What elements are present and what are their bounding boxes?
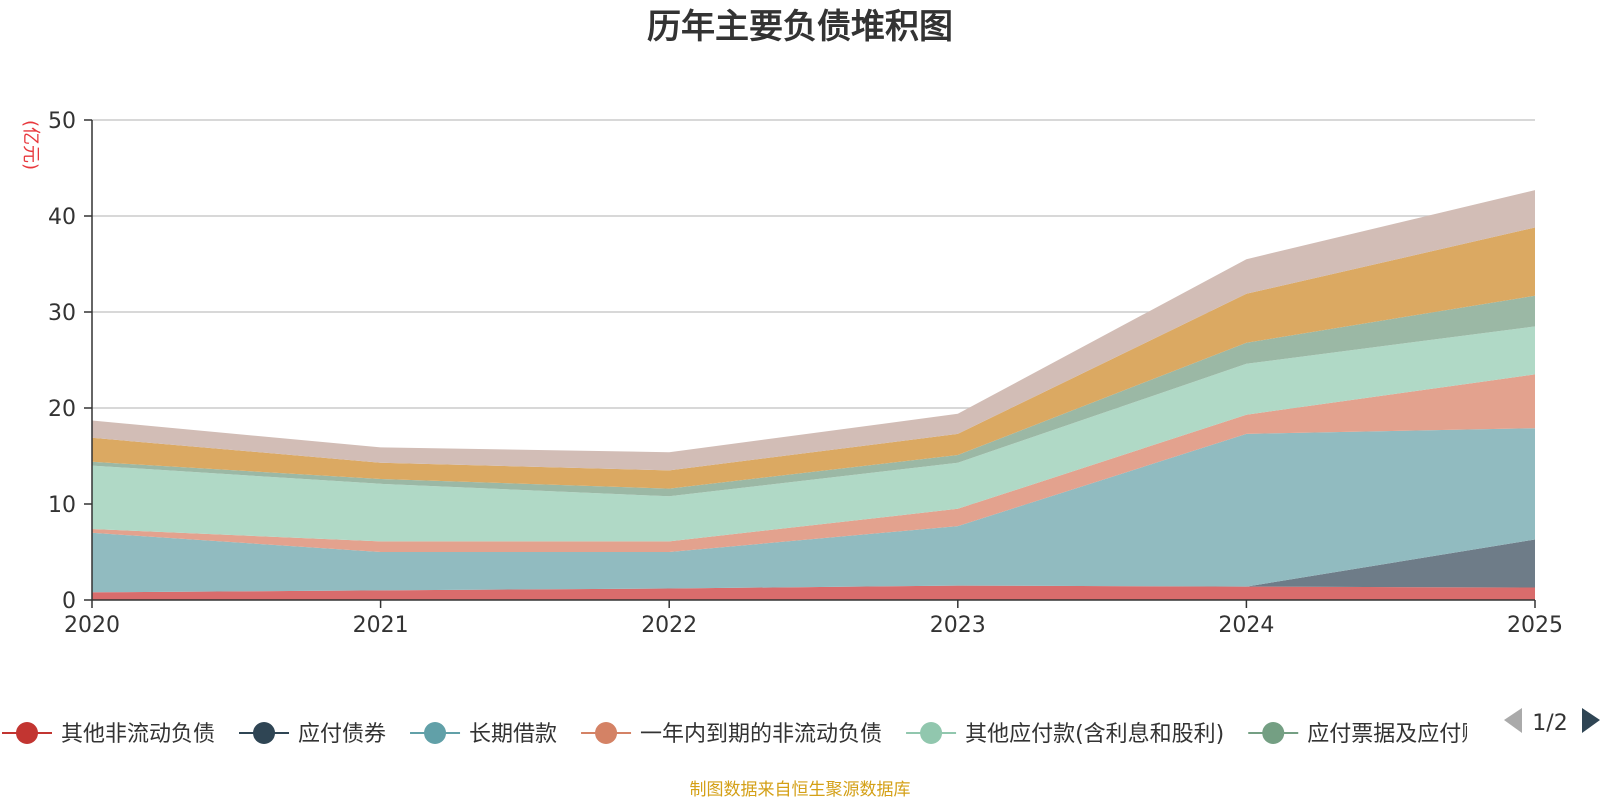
- y-tick-label: 0: [62, 589, 76, 614]
- legend-item[interactable]: 应付债券: [239, 722, 386, 747]
- legend-prev-icon[interactable]: [1504, 708, 1522, 733]
- legend-item[interactable]: 长期借款: [410, 722, 557, 747]
- data-source-note: 制图数据来自恒生聚源数据库: [690, 780, 911, 800]
- area-series: [92, 190, 1535, 471]
- y-tick-label: 40: [48, 205, 76, 230]
- legend-marker: [424, 722, 447, 744]
- area-series: [92, 326, 1535, 542]
- legend-label: 其他非流动负债: [61, 722, 215, 747]
- y-tick-label: 50: [48, 109, 76, 134]
- y-axis-unit-label: (亿元): [20, 120, 41, 170]
- area-series: [92, 428, 1535, 593]
- legend-item[interactable]: 其他非流动负债: [2, 722, 215, 747]
- y-tick-label: 10: [48, 493, 76, 518]
- axes: [91, 120, 1535, 601]
- x-tick-label: 2022: [641, 613, 697, 638]
- legend-label: 其他应付款(含利息和股利): [965, 722, 1224, 747]
- area-series: [92, 539, 1535, 593]
- x-axis-ticks: 2020 2021 2022 2023 2024 2025: [64, 600, 1563, 638]
- legend-item[interactable]: 其他应付款(含利息和股利): [906, 722, 1224, 747]
- x-tick-label: 2020: [64, 613, 120, 638]
- legend-marker: [1262, 722, 1285, 744]
- legend-marker: [595, 722, 618, 744]
- legend-label: 一年内到期的非流动负债: [640, 722, 882, 747]
- x-tick-label: 2023: [930, 613, 986, 638]
- area-series: [92, 227, 1535, 489]
- x-tick-label: 2024: [1218, 613, 1274, 638]
- legend-label: 长期借款: [469, 722, 557, 747]
- legend-marker: [920, 722, 943, 744]
- legend-pager: 1/2: [1504, 708, 1600, 736]
- legend-label: 应付票据及应付账款: [1307, 722, 1505, 747]
- legend-item[interactable]: 一年内到期的非流动负债: [581, 722, 882, 747]
- chart-title: 历年主要负债堆积图: [647, 7, 953, 47]
- x-tick-label: 2021: [353, 613, 409, 638]
- legend-page-indicator: 1/2: [1532, 711, 1567, 736]
- legend-label: 应付债券: [298, 722, 386, 747]
- area-series: [92, 585, 1535, 600]
- stacked-areas: [92, 190, 1535, 600]
- x-tick-label: 2025: [1507, 613, 1563, 638]
- y-tick-label: 20: [48, 397, 76, 422]
- legend-next-icon[interactable]: [1582, 708, 1600, 733]
- y-axis-ticks: 0 10 20 30 40 50: [48, 109, 92, 614]
- legend-marker: [253, 722, 276, 744]
- legend-marker: [16, 722, 38, 744]
- y-tick-label: 30: [48, 301, 76, 326]
- legend: 其他非流动负债 应付债券 长期借款 一年内到期的非流动负债 其他应付款(含利息和股利) 应…: [2, 722, 1505, 747]
- legend-item[interactable]: 应付票据及应付账款: [1248, 722, 1505, 747]
